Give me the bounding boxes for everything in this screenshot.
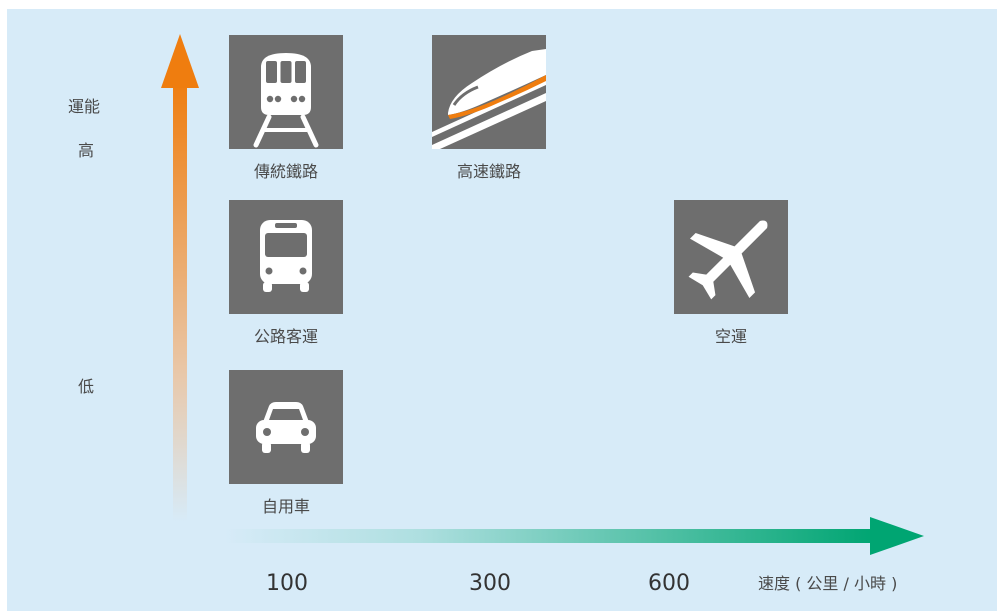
x-axis-arrow-shaft (225, 529, 873, 543)
y-axis-low-label: 低 (78, 377, 95, 396)
caption-conventional-rail: 傳統鐵路 (253, 162, 318, 181)
caption-air-transport: 空運 (714, 327, 747, 346)
caption-high-speed-rail: 高速鐵路 (456, 162, 521, 181)
train-icon (229, 35, 343, 149)
airplane-icon (674, 200, 788, 314)
bus-icon (229, 200, 343, 314)
x-tick-300: 300 (469, 571, 511, 596)
y-axis-arrow-shaft (173, 82, 187, 522)
caption-private-car: 自用車 (261, 497, 310, 516)
high-speed-rail-icon (432, 35, 546, 149)
x-axis-title: 速度 ( 公里 / 小時 ) (758, 574, 898, 593)
y-axis-high-label: 高 (78, 141, 95, 160)
x-tick-100: 100 (266, 571, 308, 596)
y-axis-arrow-head (161, 34, 199, 88)
x-tick-600: 600 (648, 571, 690, 596)
y-axis-title: 運能 (68, 97, 101, 116)
x-axis-arrow-head (870, 517, 924, 555)
car-icon (229, 370, 343, 484)
caption-highway-bus: 公路客運 (253, 327, 318, 346)
